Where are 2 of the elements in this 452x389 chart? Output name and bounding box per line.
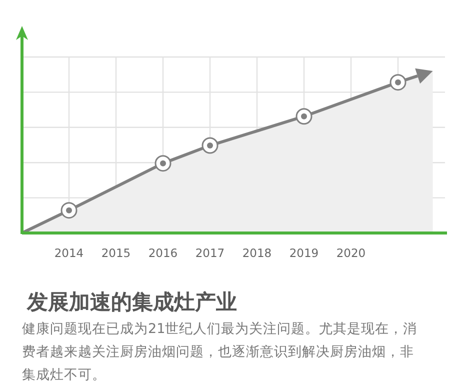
text: 健康问题现在已成为21世纪人们最为关注问题。尤其是现在，消费者越来越关注厨房油烟问题，也逐渐意识到解决厨房油烟，非集成灶不可。 (22, 320, 418, 385)
text: 发展加速的集成灶产业 (27, 289, 237, 316)
